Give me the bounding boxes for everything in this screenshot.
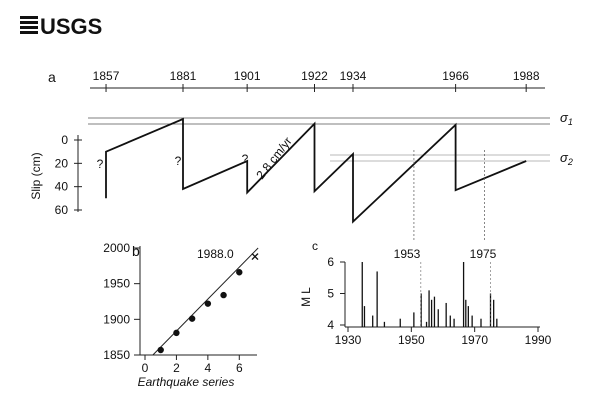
panel-b-ytick-label-2000: 2000: [103, 241, 130, 255]
unknown-mark-1: ?: [97, 157, 104, 171]
usgs-wave-icon: [20, 16, 38, 34]
data-point-3: [188, 315, 196, 322]
panel-b-xtick-label-0: 0: [142, 361, 149, 375]
data-point-1: [157, 346, 164, 354]
slip-series-line: [105, 117, 527, 224]
event-year-label-1922: 1922: [301, 69, 328, 83]
panel-c-ytick-label-6: 6: [327, 255, 334, 269]
panel-c-seismicity: ML 1953 1975 1930 1950 1970 1990 4 5 6: [299, 247, 552, 347]
panel-a-ytick-label-20: 20: [55, 156, 69, 170]
panel-b-xlabel: Earthquake series: [138, 375, 235, 389]
panel-a-letter: a: [48, 69, 56, 85]
panel-c-xtick-label-1930: 1930: [335, 333, 362, 347]
data-point-4: [204, 300, 212, 307]
event-year-label-1966: 1966: [442, 69, 469, 83]
panel-c-xtick-label-1970: 1970: [461, 333, 488, 347]
panel-b-scatter: Earthquake series 1988.0 0 2 4 6 1850 1900 195…: [103, 241, 259, 389]
event-year-label-1881: 1881: [170, 69, 197, 83]
panel-b-xtick-label-2: 2: [173, 361, 180, 375]
sigma2-label: σ2: [560, 150, 573, 167]
panel-c-xtick-label-1950: 1950: [398, 333, 425, 347]
panel-a-ytick-label-60: 60: [55, 203, 69, 217]
prediction-label: 1988.0: [197, 247, 234, 261]
panel-c-xtick-label-1990: 1990: [525, 333, 552, 347]
usgs-logo-text: USGS: [40, 14, 102, 39]
panel-b-ytick-label-1900: 1900: [103, 312, 130, 326]
panel-c-ylabel: ML: [299, 287, 313, 307]
panel-b-letter: b: [132, 243, 140, 259]
panel-c-ytick-label-5: 5: [327, 287, 334, 301]
data-point-6: [236, 269, 243, 276]
panel-a-slip-chart: Slip (cm) σ1 σ2 ? ? ? 2.8 cm/yr 1857 1881…: [29, 69, 573, 240]
usgs-logo: USGS: [20, 14, 102, 39]
panel-c-ytick-label-4: 4: [327, 318, 334, 332]
event-year-label-1988: 1988: [513, 69, 540, 83]
panel-a-ylabel: Slip (cm): [29, 152, 43, 199]
unknown-mark-3: ?: [242, 152, 249, 166]
event-year-label-1934: 1934: [340, 69, 367, 83]
data-point-2: [173, 329, 180, 337]
panel-b-ytick-label-1950: 1950: [103, 277, 130, 291]
annotation-1975: 1975: [470, 247, 497, 261]
sigma1-label: σ1: [560, 110, 573, 127]
event-year-label-1857: 1857: [93, 69, 120, 83]
panel-b-xtick-label-6: 6: [236, 361, 243, 375]
panel-a-ytick-label-40: 40: [55, 180, 69, 194]
prediction-x-marker: [251, 253, 259, 261]
unknown-mark-2: ?: [175, 154, 182, 168]
event-year-label-1901: 1901: [234, 69, 261, 83]
data-point-5: [220, 291, 227, 299]
annotation-1953: 1953: [394, 247, 421, 261]
rate-label: 2.8 cm/yr: [253, 134, 294, 182]
panel-c-letter: c: [312, 239, 318, 253]
panel-a-ytick-label-0: 0: [61, 133, 68, 147]
panel-b-xtick-label-4: 4: [205, 361, 212, 375]
panel-b-ytick-label-1850: 1850: [103, 348, 130, 362]
